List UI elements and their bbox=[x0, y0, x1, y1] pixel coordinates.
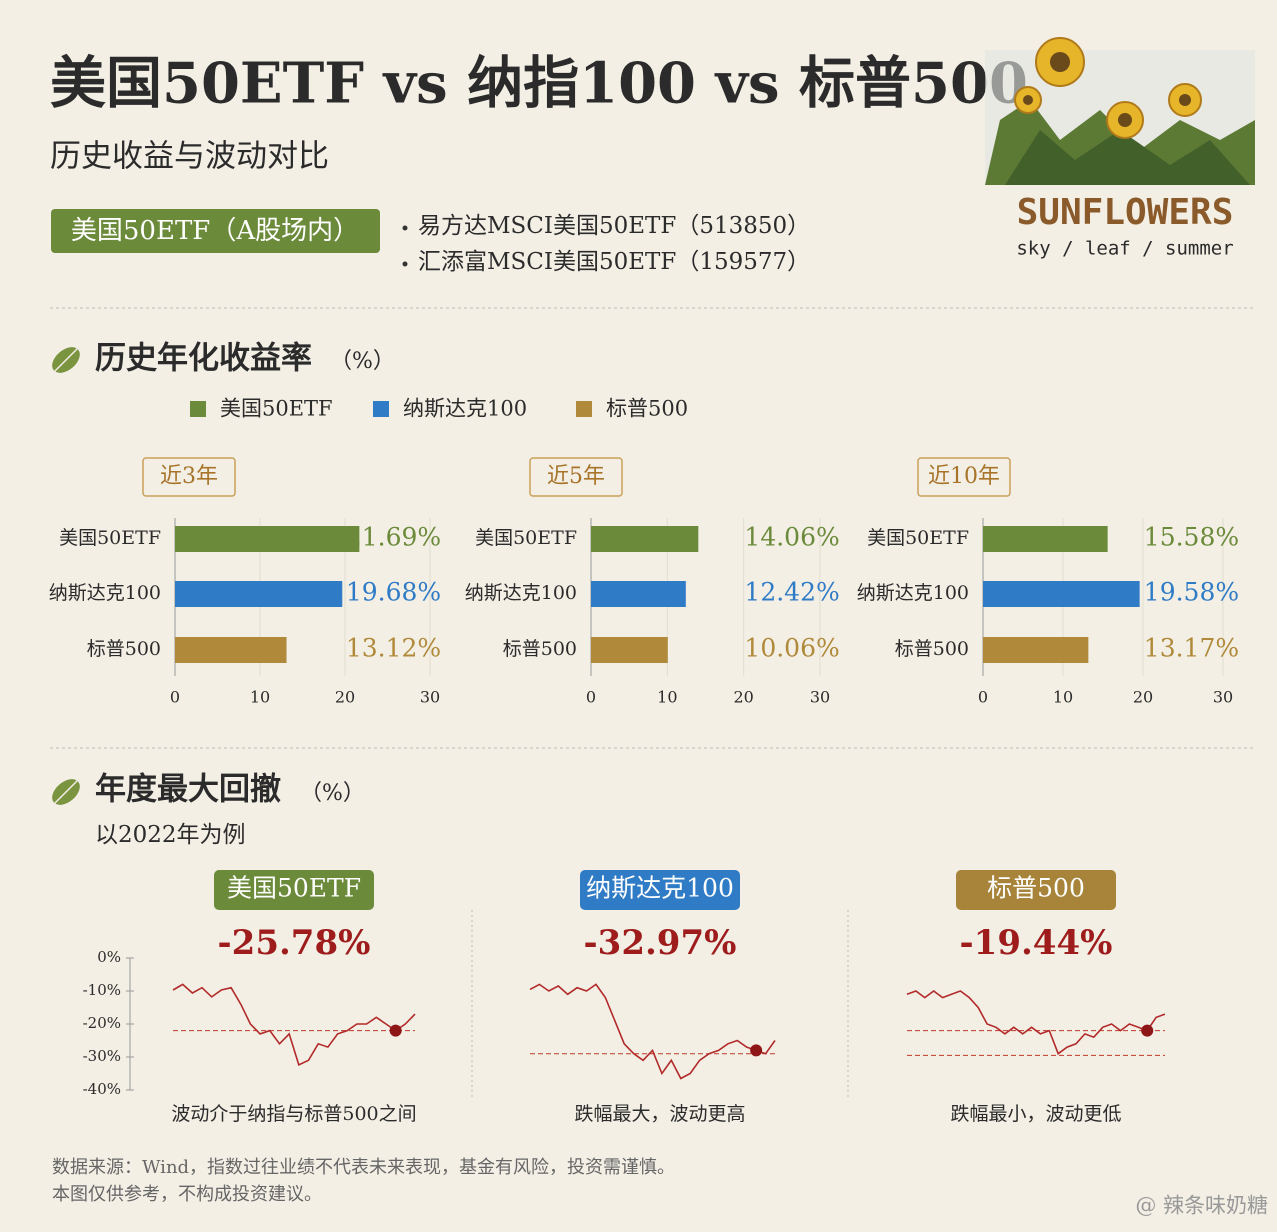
panel-caption: 波动介于纳指与标普500之间 bbox=[171, 1103, 416, 1125]
logo-art bbox=[985, 37, 1255, 185]
title: 美国50ETF vs 纳指100 vs 标普500 bbox=[50, 51, 1028, 117]
fund: 易方达MSCI美国50ETF（513850） bbox=[418, 213, 810, 239]
x-tick-label: 10 bbox=[250, 688, 270, 707]
highlight-dot bbox=[1141, 1024, 1154, 1037]
category-label: 纳斯达克100 bbox=[49, 582, 161, 604]
value-label: 19.68% bbox=[346, 578, 441, 607]
section-note: 以2022年为例 bbox=[95, 822, 246, 848]
bar bbox=[983, 581, 1140, 607]
highlight-dot bbox=[750, 1044, 763, 1057]
panel-badge bbox=[214, 870, 374, 910]
period-title: 近5年 bbox=[547, 464, 605, 489]
value-label: 19.58% bbox=[1144, 578, 1239, 607]
y-tick-label: 0% bbox=[97, 948, 121, 966]
leaf-icon bbox=[51, 779, 80, 807]
panel-badge bbox=[580, 870, 740, 910]
section-title: 历史年化收益率 bbox=[95, 341, 312, 377]
period-box bbox=[142, 457, 236, 497]
category-label: 美国50ETF bbox=[867, 527, 969, 549]
footer-note: 本图仅供参考，不构成投资建议。 bbox=[52, 1184, 322, 1205]
x-tick-label: 0 bbox=[978, 688, 988, 707]
leaf-icon bbox=[51, 347, 80, 375]
panel-caption: 跌幅最小，波动更低 bbox=[950, 1103, 1121, 1125]
x-tick-label: 30 bbox=[1213, 688, 1233, 707]
headline: -32.97% bbox=[584, 923, 737, 963]
y-tick-label: -40% bbox=[83, 1080, 121, 1098]
bar bbox=[591, 637, 668, 663]
value-label: 21.69% bbox=[346, 523, 441, 552]
drawdown-line bbox=[906, 990, 1166, 1055]
x-tick-label: 10 bbox=[1053, 688, 1073, 707]
category-label: 标普500 bbox=[503, 638, 577, 660]
x-tick-label: 0 bbox=[586, 688, 596, 707]
x-tick-label: 30 bbox=[420, 688, 440, 707]
drawdown-line bbox=[529, 983, 776, 1080]
period-title: 近3年 bbox=[160, 464, 218, 489]
drawdown-line bbox=[172, 983, 416, 1067]
category-label: 美国50ETF bbox=[59, 527, 161, 549]
badge-bg bbox=[51, 209, 380, 253]
bar bbox=[175, 581, 343, 607]
y-tick-label: -30% bbox=[83, 1047, 121, 1065]
legend-swatch bbox=[190, 401, 206, 417]
logo-title: SUNFLOWERS bbox=[1017, 192, 1234, 233]
x-tick-label: 20 bbox=[335, 688, 355, 707]
badge: 美国50ETF（A股场内） bbox=[71, 216, 359, 246]
y-tick-label: -20% bbox=[83, 1014, 121, 1032]
bar bbox=[983, 526, 1108, 552]
headline: -25.78% bbox=[218, 923, 371, 963]
watermark: @ 辣条味奶糖 bbox=[1135, 1194, 1268, 1218]
bar bbox=[591, 526, 699, 552]
panel-title: 纳斯达克100 bbox=[586, 874, 734, 903]
x-tick-label: 30 bbox=[810, 688, 830, 707]
highlight-dot bbox=[389, 1024, 402, 1037]
category-label: 标普500 bbox=[87, 638, 161, 660]
panel-title: 美国50ETF bbox=[227, 874, 361, 903]
bullet bbox=[402, 225, 408, 231]
value-label: 10.06% bbox=[744, 634, 839, 663]
value-label: 13.12% bbox=[346, 634, 441, 663]
period-box bbox=[529, 457, 623, 497]
logo-subtitle: sky / leaf / summer bbox=[1016, 238, 1233, 260]
legend-swatch bbox=[373, 401, 389, 417]
value-label: 14.06% bbox=[744, 523, 839, 552]
bar bbox=[175, 637, 287, 663]
legend-label: 纳斯达克100 bbox=[403, 397, 527, 421]
bar bbox=[175, 526, 360, 552]
subtitle: 历史收益与波动对比 bbox=[50, 139, 329, 175]
panel-title: 标普500 bbox=[987, 874, 1085, 903]
legend-label: 美国50ETF bbox=[220, 397, 333, 421]
panel-caption: 跌幅最大，波动更高 bbox=[574, 1103, 745, 1125]
x-tick-label: 20 bbox=[1133, 688, 1153, 707]
section-unit: （%） bbox=[330, 349, 395, 374]
legend-label: 标普500 bbox=[606, 397, 688, 421]
x-tick-label: 20 bbox=[733, 688, 753, 707]
value-label: 12.42% bbox=[744, 578, 839, 607]
bar bbox=[983, 637, 1089, 663]
panel-badge bbox=[956, 870, 1116, 910]
period-box bbox=[917, 457, 1011, 497]
category-label: 标普500 bbox=[895, 638, 969, 660]
legend-swatch bbox=[576, 401, 592, 417]
value-label: 15.58% bbox=[1144, 523, 1239, 552]
category-label: 美国50ETF bbox=[475, 527, 577, 549]
value-label: 13.17% bbox=[1144, 634, 1239, 663]
category-label: 纳斯达克100 bbox=[857, 582, 969, 604]
x-tick-label: 0 bbox=[170, 688, 180, 707]
headline: -19.44% bbox=[960, 923, 1113, 963]
footer-note: 数据来源：Wind，指数过往业绩不代表未来表现，基金有风险，投资需谨慎。 bbox=[52, 1157, 675, 1178]
bar bbox=[591, 581, 686, 607]
fund: 汇添富MSCI美国50ETF（159577） bbox=[418, 249, 810, 275]
section-unit: （%） bbox=[300, 781, 365, 806]
y-tick-label: -10% bbox=[83, 981, 121, 999]
bullet bbox=[402, 261, 408, 267]
category-label: 纳斯达克100 bbox=[465, 582, 577, 604]
x-tick-label: 10 bbox=[657, 688, 677, 707]
period-title: 近10年 bbox=[928, 464, 1000, 489]
section-title: 年度最大回撤 bbox=[95, 772, 281, 808]
